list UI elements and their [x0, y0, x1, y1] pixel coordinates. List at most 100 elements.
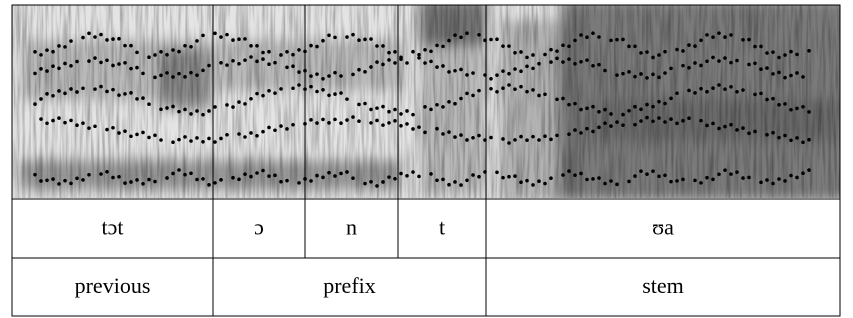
formant-dot: [753, 61, 757, 65]
formant-dot: [285, 66, 289, 70]
formant-dot: [717, 127, 721, 131]
formant-dot: [39, 53, 43, 57]
formant-dot: [393, 177, 397, 181]
formant-dot: [333, 71, 337, 75]
formant-dot: [159, 50, 163, 54]
formant-dot: [297, 181, 301, 185]
formant-dot: [51, 50, 55, 54]
formant-dot: [783, 134, 787, 138]
formant-dot: [759, 45, 763, 49]
formant-dot: [153, 53, 157, 57]
formant-dot: [231, 105, 235, 109]
formant-dot: [603, 121, 607, 125]
formant-dot: [711, 177, 715, 181]
formant-dot: [537, 94, 541, 98]
formant-dot: [489, 77, 493, 81]
formant-dot: [105, 58, 109, 62]
formant-dot: [609, 124, 613, 128]
formant-dot: [69, 119, 73, 123]
formant-dot: [543, 182, 547, 186]
formant-dot: [711, 86, 715, 90]
formant-dot: [225, 103, 229, 107]
formant-dot: [735, 90, 739, 94]
formant-dot: [75, 90, 79, 94]
formant-dot: [201, 177, 205, 181]
formant-dot: [81, 36, 85, 40]
formant-dot: [477, 33, 481, 37]
formant-dot: [291, 123, 295, 127]
formant-dot: [183, 75, 187, 79]
formant-dot: [459, 183, 463, 187]
formant-dot: [237, 132, 241, 136]
formant-dot: [579, 60, 583, 64]
formant-dot: [129, 44, 133, 48]
formant-dot: [615, 120, 619, 124]
formant-dot: [513, 174, 517, 178]
formant-dot: [63, 62, 67, 66]
formant-dot: [75, 177, 79, 181]
formant-dot: [609, 39, 613, 43]
formant-dot: [267, 50, 271, 54]
formant-dot: [717, 31, 721, 35]
formant-dot: [417, 56, 421, 60]
formant-dot: [165, 71, 169, 75]
formant-dot: [141, 96, 145, 100]
formant-dot: [417, 175, 421, 179]
formant-dot: [231, 38, 235, 42]
formant-dot: [801, 171, 805, 175]
formant-dot: [549, 48, 553, 52]
formant-dot: [699, 38, 703, 42]
label: prefix: [323, 273, 376, 298]
formant-dot: [801, 141, 805, 145]
formant-dot: [621, 38, 625, 42]
formant-dot: [501, 44, 505, 48]
formant-dot: [747, 38, 751, 42]
formant-dot: [345, 97, 349, 101]
formant-dot: [411, 113, 415, 117]
formant-dot: [741, 38, 745, 42]
formant-dot: [195, 136, 199, 140]
formant-dot: [657, 175, 661, 179]
formant-dot: [135, 97, 139, 101]
formant-dot: [315, 174, 319, 178]
formant-dot: [807, 110, 811, 114]
formant-dot: [753, 93, 757, 97]
formant-dot: [255, 171, 259, 175]
formant-dot: [351, 33, 355, 37]
formant-dot: [387, 121, 391, 125]
formant-dot: [93, 87, 97, 91]
formant-dot: [663, 120, 667, 124]
formant-dot: [777, 71, 781, 75]
formant-dot: [75, 60, 79, 64]
formant-dot: [171, 48, 175, 52]
formant-dot: [249, 131, 253, 135]
formant-dot: [249, 175, 253, 179]
formant-dot: [177, 50, 181, 54]
formant-dot: [765, 66, 769, 70]
formant-dot: [735, 170, 739, 174]
formant-dot: [777, 103, 781, 107]
formant-dot: [585, 106, 589, 110]
formant-dot: [465, 92, 469, 96]
formant-dot: [255, 60, 259, 64]
formant-dot: [639, 107, 643, 111]
formant-dot: [441, 132, 445, 136]
formant-dot: [597, 110, 601, 114]
formant-dot: [405, 174, 409, 178]
formant-dot: [747, 176, 751, 180]
formant-dot: [711, 35, 715, 39]
formant-dot: [789, 174, 793, 178]
formant-dot: [471, 71, 475, 75]
formant-dot: [429, 108, 433, 112]
formant-dot: [135, 51, 139, 55]
formant-dot: [177, 72, 181, 76]
formant-dot: [537, 138, 541, 142]
formant-dot: [51, 177, 55, 181]
formant-dot: [123, 92, 127, 96]
formant-dot: [543, 134, 547, 138]
formant-dot: [225, 63, 229, 67]
formant-dot: [273, 174, 277, 178]
formant-dot: [633, 174, 637, 178]
formant-dot: [339, 121, 343, 125]
formant-dot: [63, 121, 67, 125]
